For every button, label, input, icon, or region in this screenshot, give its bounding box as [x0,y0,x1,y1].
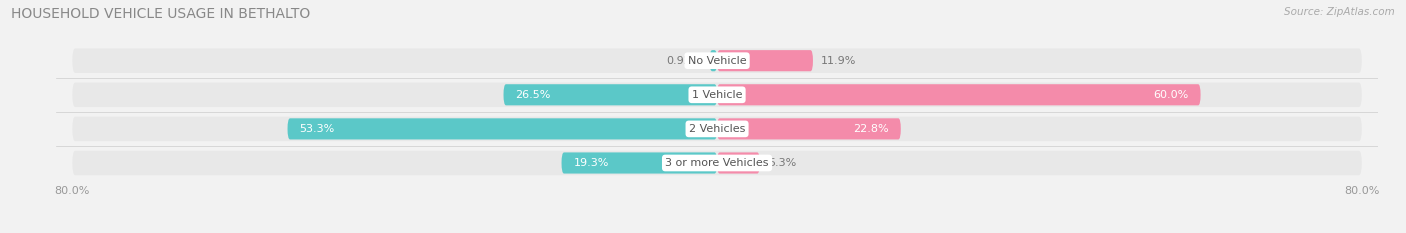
Text: 60.0%: 60.0% [1153,90,1188,100]
FancyBboxPatch shape [717,152,759,174]
Text: 53.3%: 53.3% [299,124,335,134]
FancyBboxPatch shape [717,50,813,71]
Text: 3 or more Vehicles: 3 or more Vehicles [665,158,769,168]
Text: No Vehicle: No Vehicle [688,56,747,66]
FancyBboxPatch shape [72,48,1362,73]
FancyBboxPatch shape [72,151,1362,175]
Text: 19.3%: 19.3% [574,158,609,168]
Legend: Owner-occupied, Renter-occupied: Owner-occupied, Renter-occupied [600,230,834,233]
FancyBboxPatch shape [717,84,1201,105]
Text: Source: ZipAtlas.com: Source: ZipAtlas.com [1284,7,1395,17]
Text: 26.5%: 26.5% [516,90,551,100]
Text: HOUSEHOLD VEHICLE USAGE IN BETHALTO: HOUSEHOLD VEHICLE USAGE IN BETHALTO [11,7,311,21]
FancyBboxPatch shape [287,118,717,140]
Text: 22.8%: 22.8% [853,124,889,134]
Text: 0.92%: 0.92% [666,56,702,66]
FancyBboxPatch shape [717,118,901,140]
Text: 2 Vehicles: 2 Vehicles [689,124,745,134]
Text: 1 Vehicle: 1 Vehicle [692,90,742,100]
FancyBboxPatch shape [72,82,1362,107]
Text: 11.9%: 11.9% [821,56,856,66]
FancyBboxPatch shape [503,84,717,105]
FancyBboxPatch shape [561,152,717,174]
FancyBboxPatch shape [72,116,1362,141]
FancyBboxPatch shape [710,50,717,71]
Text: 5.3%: 5.3% [768,158,796,168]
